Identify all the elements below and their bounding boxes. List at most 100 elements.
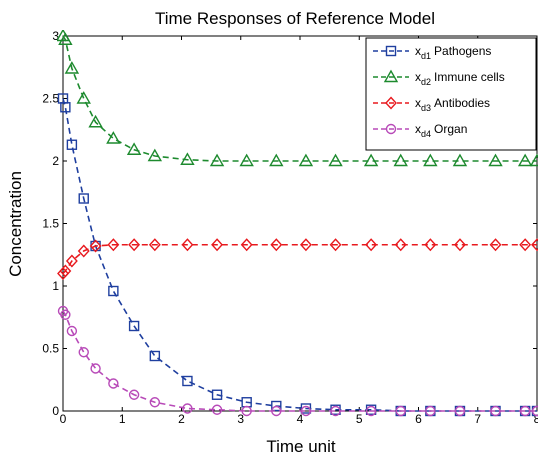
data-point	[298, 153, 314, 167]
legend-label: xd4 Organ	[415, 122, 467, 139]
data-point	[128, 389, 140, 400]
data-point	[57, 266, 69, 281]
data-point	[181, 238, 194, 252]
x-axis-label: Time unit	[266, 437, 336, 456]
data-point	[270, 238, 283, 252]
data-point	[128, 320, 140, 332]
data-point	[365, 405, 377, 417]
data-point	[519, 405, 531, 417]
x-tick-label: 8	[534, 412, 538, 426]
legend-marker	[385, 45, 397, 57]
data-point	[66, 325, 78, 337]
legend-subscript: d4	[421, 129, 431, 139]
legend-marker	[383, 69, 399, 83]
data-point	[76, 91, 91, 104]
series-line	[62, 35, 537, 162]
data-point	[452, 153, 468, 167]
y-tick-label: 2.5	[42, 92, 59, 106]
data-point	[329, 238, 342, 252]
x-tick-label: 7	[474, 412, 481, 426]
legend-symbol: x	[415, 44, 421, 58]
data-point	[488, 153, 503, 167]
data-point	[240, 238, 253, 252]
x-tick-label: 4	[297, 412, 304, 426]
x-tick-label: 3	[237, 412, 244, 426]
data-point	[328, 153, 343, 167]
data-point	[209, 153, 225, 167]
data-point	[271, 400, 282, 412]
data-point	[531, 238, 538, 252]
data-point	[89, 239, 102, 253]
legend-label: xd3 Antibodies	[415, 96, 490, 113]
data-point	[128, 238, 141, 252]
data-point	[211, 389, 223, 400]
data-point	[363, 153, 379, 167]
data-point	[149, 397, 161, 408]
data-point	[519, 238, 532, 252]
data-point	[239, 153, 254, 167]
legend-symbol: x	[415, 96, 421, 110]
data-point	[517, 153, 533, 167]
series-antibodies	[57, 238, 538, 281]
data-point	[60, 309, 71, 320]
data-point	[107, 238, 120, 252]
series-immune-cells	[57, 30, 538, 167]
data-point	[106, 131, 121, 144]
legend-series-name: Immune cells	[434, 70, 505, 84]
data-point	[241, 405, 252, 417]
y-tick-label: 1.5	[42, 217, 59, 231]
data-point	[531, 405, 538, 417]
legend-series-name: Antibodies	[434, 96, 490, 110]
x-tick-label: 1	[119, 412, 126, 426]
y-tick-label: 0	[52, 404, 59, 418]
data-point	[64, 61, 80, 74]
data-point	[529, 153, 538, 167]
data-point	[393, 153, 408, 167]
series-line	[62, 310, 537, 412]
data-point	[65, 254, 78, 268]
data-point	[90, 363, 101, 374]
y-tick-label: 3	[52, 29, 59, 43]
y-tick-label: 0.5	[42, 342, 59, 356]
chart-title: Time Responses of Reference Model	[155, 9, 435, 28]
data-point	[269, 153, 284, 167]
legend-symbol: x	[415, 70, 421, 84]
y-tick-label: 2	[52, 154, 59, 168]
x-tick-label: 2	[178, 412, 185, 426]
data-point	[425, 405, 436, 417]
x-tick-label: 0	[60, 412, 67, 426]
data-point	[78, 193, 89, 204]
series-organ	[57, 305, 538, 417]
data-point	[59, 264, 72, 278]
legend-label: xd1 Pathogens	[415, 44, 491, 61]
data-point	[148, 238, 161, 252]
data-point	[395, 405, 406, 417]
data-point	[330, 405, 341, 417]
legend-item: xd1 Pathogens	[373, 44, 491, 61]
legend-item: xd2 Immune cells	[373, 69, 505, 87]
data-point	[182, 375, 193, 387]
data-point	[147, 148, 163, 162]
data-point	[424, 238, 437, 252]
data-point	[60, 102, 71, 113]
legend-subscript: d3	[421, 103, 431, 113]
data-point	[182, 403, 193, 414]
legend-subscript: d2	[421, 77, 431, 87]
legend-item: xd3 Antibodies	[373, 96, 490, 113]
data-point	[108, 378, 119, 389]
data-point	[211, 404, 223, 415]
data-point	[180, 152, 195, 165]
data-point	[66, 139, 78, 150]
data-point	[78, 347, 89, 358]
legend-label: xd2 Immune cells	[415, 70, 505, 87]
data-point	[365, 238, 378, 252]
legend-item: xd4 Organ	[373, 122, 467, 139]
legend-series-name: Pathogens	[434, 44, 491, 58]
y-axis-label: Concentration	[6, 171, 25, 277]
data-point	[211, 238, 223, 252]
data-point	[58, 32, 73, 45]
data-point	[271, 405, 282, 417]
data-point	[149, 350, 161, 362]
